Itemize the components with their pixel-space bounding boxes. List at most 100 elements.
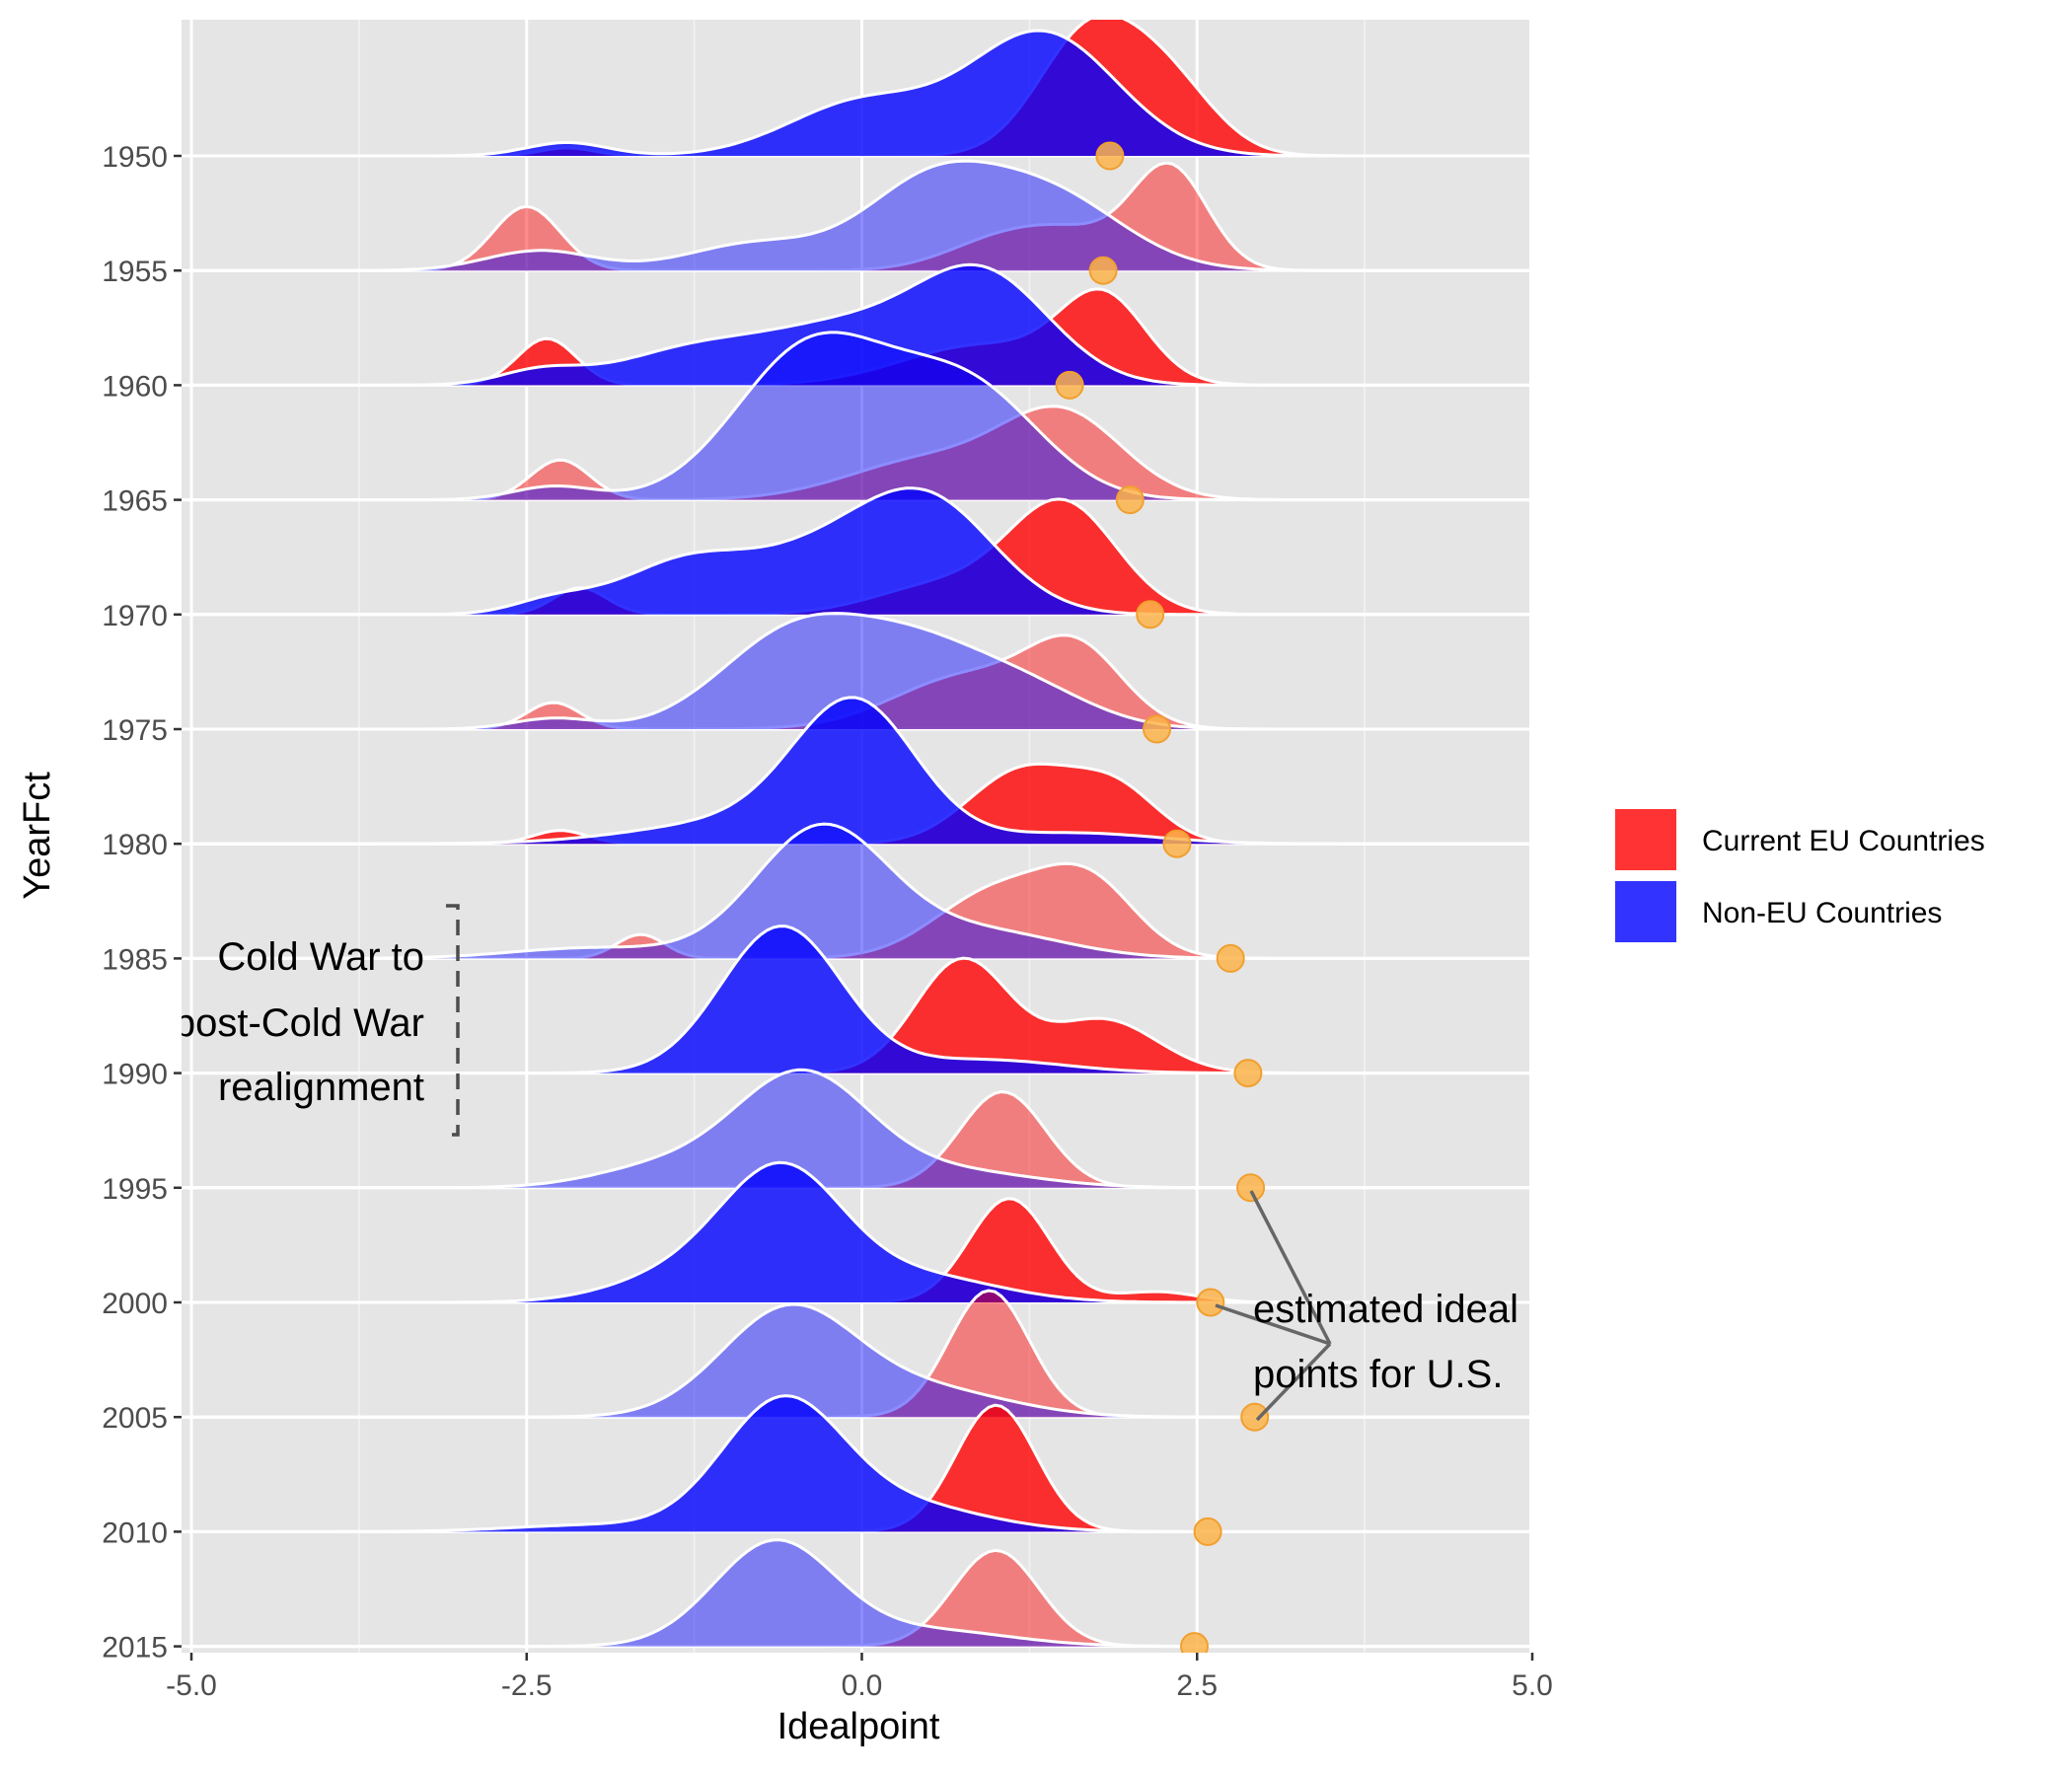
y-axis-title: YearFct (17, 772, 58, 900)
y-tick-label: 2010 (102, 1517, 168, 1549)
us-point-1985 (1216, 943, 1245, 973)
us-point-1950 (1095, 141, 1125, 171)
non-eu-density-outline-1980 (182, 696, 1529, 846)
non-eu-density-1960 (182, 264, 1529, 386)
ridge-1950 (182, 20, 1529, 158)
non-eu-density-1985 (182, 824, 1529, 959)
x-tick-label: 0.0 (842, 1669, 883, 1702)
non-eu-density-1970 (182, 487, 1529, 615)
ridge-1980 (182, 696, 1529, 846)
ridge-2015 (182, 1538, 1529, 1649)
y-axis: 1950 1955 1960 1965 1970 1975 1980 1985 1990 1995… (102, 141, 182, 1665)
y-tick-label: 1965 (102, 485, 168, 518)
non-eu-density-outline-1970 (182, 486, 1529, 617)
x-tick-label: -2.5 (501, 1669, 553, 1702)
y-tick-label: 1985 (102, 943, 168, 976)
ridge-1970 (182, 486, 1529, 617)
non-eu-density-1980 (182, 697, 1529, 845)
y-tick-label: 2005 (102, 1402, 168, 1435)
y-tick-label: 1995 (102, 1173, 168, 1206)
y-tick-label: 1975 (102, 714, 168, 747)
legend-label-eu: Current EU Countries (1702, 825, 1985, 857)
y-tick-label: 2015 (102, 1632, 168, 1665)
ridge-2010 (182, 1394, 1529, 1533)
us-point-1970 (1136, 600, 1165, 629)
cold-war-line-1: Cold War to (217, 935, 424, 979)
ridge-2005 (182, 1289, 1529, 1419)
cold-war-line-2: post-Cold War (174, 1001, 424, 1045)
eu-density-1965 (182, 406, 1529, 500)
eu-density-1950 (182, 20, 1529, 156)
non-eu-density-outline-1960 (182, 262, 1529, 387)
non-eu-density-outline-1955 (182, 159, 1529, 272)
us-point-1990 (1233, 1059, 1263, 1088)
non-eu-density-1975 (182, 613, 1529, 729)
y-tick-label: 2000 (102, 1288, 168, 1320)
us-point-2010 (1193, 1517, 1222, 1546)
eu-density-1960 (182, 288, 1529, 386)
x-axis-title: Idealpoint (777, 1706, 940, 1747)
legend-swatch-eu (1615, 809, 1676, 870)
y-tick-label: 1950 (102, 141, 168, 174)
us-annotation-line-1: estimated ideal (1253, 1288, 1518, 1331)
cold-war-bracket (446, 904, 460, 1137)
x-axis: -5.0 -2.5 0.0 2.5 5.0 (166, 1653, 1553, 1702)
y-tick-label: 1955 (102, 256, 168, 288)
non-eu-density-1995 (182, 1070, 1529, 1188)
non-eu-density-outline-2010 (182, 1394, 1529, 1533)
legend-swatch-non-eu (1615, 881, 1676, 942)
us-point-2015 (1180, 1632, 1209, 1653)
x-tick-label: 2.5 (1176, 1669, 1218, 1702)
us-point-1980 (1162, 829, 1192, 858)
non-eu-density-outline-2005 (182, 1302, 1529, 1419)
non-eu-density-outline-1985 (182, 822, 1529, 960)
x-tick-label: -5.0 (166, 1669, 217, 1702)
non-eu-density-2005 (182, 1304, 1529, 1418)
us-point-1975 (1143, 714, 1171, 744)
y-tick-label: 1980 (102, 829, 168, 861)
ridge-1995 (182, 1068, 1529, 1190)
non-eu-density-1990 (182, 925, 1529, 1073)
non-eu-density-outline-1990 (182, 925, 1529, 1075)
non-eu-density-outline-2000 (182, 1160, 1529, 1304)
x-tick-label: 5.0 (1512, 1669, 1553, 1702)
ridge-1990 (182, 925, 1529, 1075)
us-annotation-line-2: points for U.S. (1253, 1353, 1503, 1396)
ridge-2000 (182, 1160, 1529, 1304)
legend-label-non-eu: Non-EU Countries (1702, 897, 1942, 929)
us-annotation-leader-2000 (1215, 1303, 1331, 1346)
legend: Current EU Countries Non-EU Countries (1615, 809, 1985, 942)
us-idealpoints (1055, 141, 1270, 1653)
y-tick-label: 1960 (102, 370, 168, 403)
us-annotation-leader-1995 (1249, 1190, 1332, 1345)
non-eu-density-2010 (182, 1395, 1529, 1532)
non-eu-density-outline-1995 (182, 1068, 1529, 1190)
non-eu-density-1965 (182, 332, 1529, 500)
ridge-1985 (182, 822, 1529, 960)
y-tick-label: 1970 (102, 600, 168, 632)
non-eu-density-outline-2015 (182, 1538, 1529, 1649)
eu-density-1955 (182, 163, 1529, 271)
us-point-1955 (1088, 256, 1118, 285)
non-eu-density-outline-1965 (182, 331, 1529, 502)
y-tick-label: 1990 (102, 1059, 168, 1091)
non-eu-density-2000 (182, 1162, 1529, 1302)
ridge-1960 (182, 262, 1529, 387)
us-point-2000 (1196, 1288, 1225, 1317)
us-point-1995 (1236, 1173, 1266, 1203)
us-point-2005 (1240, 1402, 1270, 1432)
non-eu-density-1950 (182, 31, 1529, 156)
us-point-1965 (1115, 485, 1145, 515)
ridge-1965 (182, 331, 1529, 502)
density-ridges (182, 20, 1529, 1649)
non-eu-density-2015 (182, 1539, 1529, 1647)
cold-war-annotation: Cold War to post-Cold War realignment (174, 904, 460, 1137)
us-points-annotation: estimated ideal points for U.S. (1215, 1190, 1518, 1422)
ridge-1955 (182, 159, 1529, 272)
non-eu-density-outline-1950 (182, 29, 1529, 158)
us-point-1960 (1055, 370, 1084, 400)
cold-war-line-3: realignment (218, 1066, 424, 1109)
us-annotation-leader-2005 (1255, 1342, 1332, 1422)
non-eu-density-outline-1975 (182, 612, 1529, 731)
